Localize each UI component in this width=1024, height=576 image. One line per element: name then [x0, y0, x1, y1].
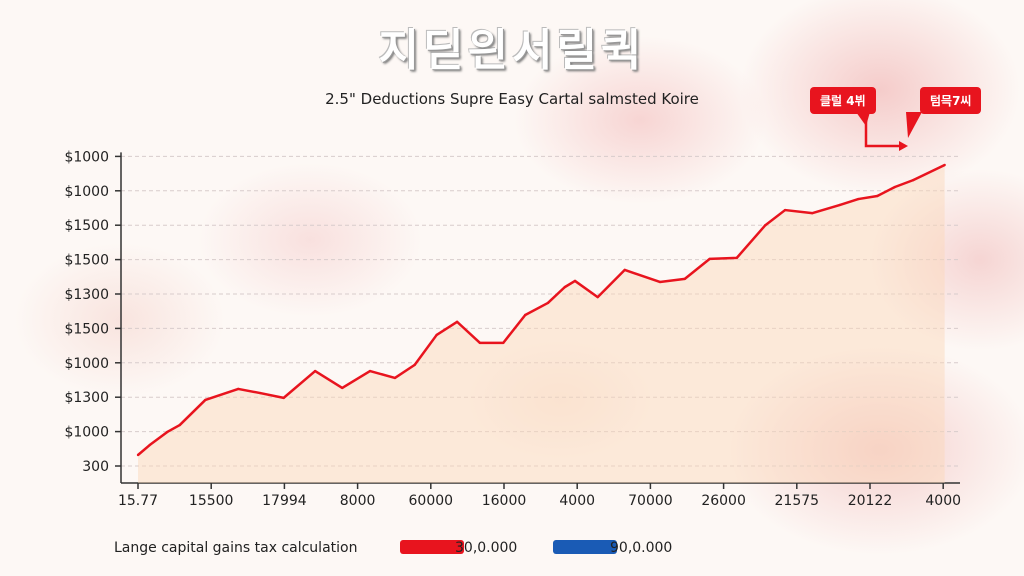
data-point: [237, 387, 240, 391]
data-point: [282, 396, 285, 400]
data-point: [478, 341, 482, 345]
data-point: [783, 208, 787, 212]
data-point: [658, 280, 662, 284]
data-point: [204, 398, 207, 402]
y-tick-label: $1500: [64, 321, 109, 337]
y-tick-label: $1500: [64, 253, 109, 269]
x-tick-label: 8000: [340, 493, 376, 509]
data-point: [893, 185, 897, 189]
x-tick-label: 16000: [482, 493, 527, 509]
data-point: [735, 256, 738, 260]
data-point: [136, 453, 140, 457]
chart-subtitle: 2.5" Deductions Supre Easy Cartal salmst…: [325, 90, 699, 108]
data-point: [393, 376, 397, 380]
callout-pointer: [856, 112, 870, 126]
data-point: [148, 443, 151, 447]
x-tick-label: 17994: [262, 493, 307, 509]
data-point: [259, 391, 262, 395]
y-tick-label: $1000: [64, 425, 109, 441]
data-point: [178, 423, 181, 427]
data-point: [623, 268, 626, 272]
x-tick-label: 26000: [701, 493, 746, 509]
data-point: [596, 295, 599, 299]
chart-title: 지딛읜서릴퀵: [378, 25, 646, 76]
data-point: [573, 279, 577, 283]
data-point: [368, 369, 372, 373]
series-area: [138, 165, 945, 483]
legend-entry: 30,0.000: [455, 540, 518, 556]
data-point: [413, 363, 416, 367]
legend-swatch-blue: [553, 540, 617, 554]
annotation-callout: 텀믁7씨: [920, 87, 982, 114]
y-tick-label: $1300: [64, 390, 109, 406]
data-point: [911, 178, 915, 182]
annotation-callout: 클럴 4뷔: [810, 87, 876, 114]
data-point: [683, 277, 687, 281]
data-point: [546, 301, 550, 305]
data-point: [876, 194, 879, 198]
y-tick-label: $1000: [64, 184, 109, 200]
data-point: [341, 386, 344, 390]
x-tick-label: 20122: [848, 493, 893, 509]
data-point: [502, 341, 505, 345]
y-tick-label: $1000: [64, 149, 109, 165]
legend-entry: 90,0.000: [610, 540, 673, 556]
x-tick-label: 15500: [189, 493, 234, 509]
data-point: [455, 320, 459, 324]
series-line: [137, 163, 946, 456]
data-point: [166, 430, 169, 434]
y-tick-label: $1000: [64, 356, 109, 372]
y-tick-label: $1500: [64, 218, 109, 234]
data-point: [857, 197, 860, 201]
callout-arrow: [864, 118, 905, 148]
x-tick-label: 4000: [925, 493, 961, 509]
callout-pointer: [906, 112, 922, 138]
data-point: [810, 211, 814, 215]
data-point: [563, 285, 566, 289]
arrow-head: [899, 141, 908, 151]
legend-label: Lange capital gains tax calculation: [114, 540, 358, 556]
x-tick-label: 15.77: [118, 493, 158, 509]
data-point: [708, 257, 711, 261]
x-tick-label: 21575: [775, 493, 820, 509]
y-tick-label: 300: [82, 459, 109, 475]
x-tick-label: 70000: [628, 493, 673, 509]
data-point: [524, 313, 527, 317]
legend-swatch-red: [400, 540, 464, 554]
x-tick-label: 60000: [409, 493, 454, 509]
data-point: [838, 203, 842, 207]
y-tick-label: $1300: [64, 287, 109, 303]
x-tick-label: 4000: [559, 493, 595, 509]
data-point: [764, 224, 767, 227]
data-point: [943, 163, 946, 167]
data-point: [313, 369, 317, 373]
data-point: [435, 333, 438, 337]
